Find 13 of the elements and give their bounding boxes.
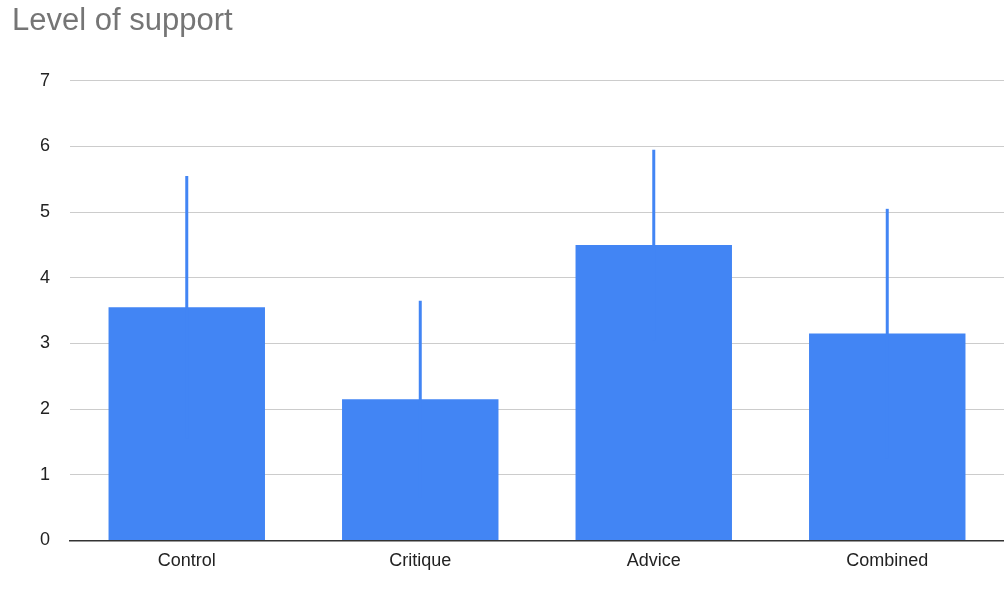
y-tick-label: 3 xyxy=(40,332,51,353)
x-tick-label: Control xyxy=(157,550,216,571)
y-tick-label: 7 xyxy=(40,69,51,90)
y-tick-label: 4 xyxy=(40,266,51,287)
y-tick-label: 1 xyxy=(40,463,51,484)
x-tick-label: Advice xyxy=(626,550,681,571)
x-tick-label: Critique xyxy=(389,550,452,571)
y-tick-label: 0 xyxy=(40,529,51,550)
x-tick-label: Combined xyxy=(846,550,929,571)
y-tick-label: 6 xyxy=(40,135,51,156)
y-tick-label: 2 xyxy=(40,398,51,419)
y-tick-label: 5 xyxy=(40,201,51,222)
chart-title: Level of support xyxy=(12,2,233,38)
